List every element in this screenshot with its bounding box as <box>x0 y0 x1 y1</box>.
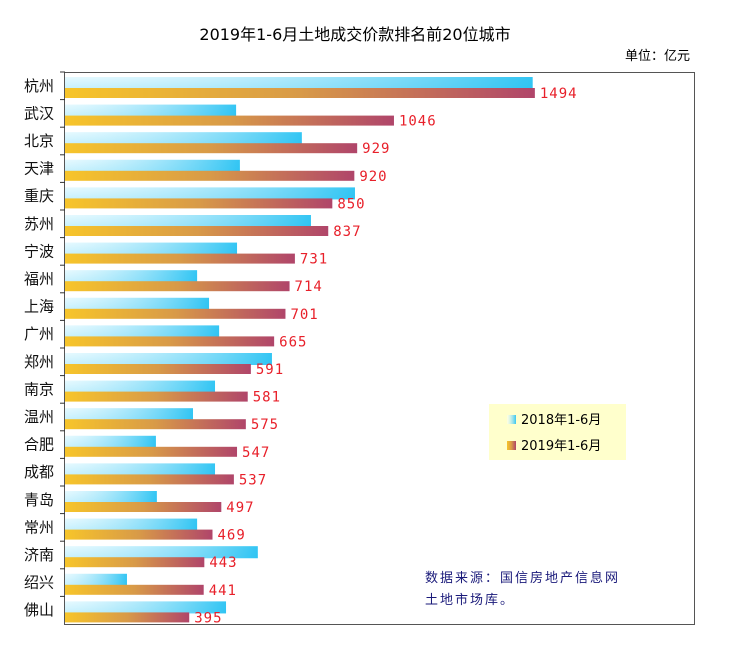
data-label-2019: 920 <box>359 169 387 185</box>
legend-swatch-2019 <box>507 441 516 450</box>
bar-2019 <box>65 502 222 512</box>
bar-2019 <box>65 336 275 347</box>
bar-2018-shade <box>65 463 216 476</box>
data-label-2019: 441 <box>209 583 237 599</box>
bar-2018-shade <box>65 215 311 227</box>
bar-2019 <box>65 529 213 540</box>
bar-2019 <box>65 198 333 209</box>
category-label: 天津 <box>24 160 54 178</box>
bar-2018-shade <box>65 325 220 338</box>
legend-label-2018: 2018年1-6月 <box>521 413 601 428</box>
bar-2018-shade <box>65 518 198 531</box>
category-label: 郑州 <box>24 353 54 371</box>
bar-2019 <box>65 143 358 154</box>
data-label-2019: 714 <box>295 279 323 295</box>
category-label: 温州 <box>24 408 54 426</box>
category-label: 苏州 <box>24 215 54 233</box>
bar-2018-shade <box>65 408 194 421</box>
data-label-2019: 497 <box>226 500 254 516</box>
bar-2019 <box>65 364 251 374</box>
category-label: 常州 <box>24 518 54 536</box>
bar-2019 <box>65 253 295 264</box>
legend-label-2019: 2019年1-6月 <box>521 439 601 454</box>
data-label-2019: 591 <box>256 362 284 378</box>
bar-2019 <box>65 557 205 568</box>
category-label: 广州 <box>24 325 54 343</box>
category-label: 宁波 <box>24 242 54 260</box>
data-label-2019: 1494 <box>540 86 578 102</box>
bar-2019 <box>65 612 190 623</box>
bar-2019 <box>65 170 355 181</box>
data-label-2019: 395 <box>194 610 222 626</box>
data-label-2019: 547 <box>242 445 270 461</box>
bar-2019 <box>65 446 238 457</box>
bar-2019 <box>65 281 290 292</box>
category-label: 青岛 <box>24 491 54 509</box>
category-label: 绍兴 <box>24 574 54 592</box>
data-label-2019: 581 <box>253 390 281 406</box>
bar-2018-shade <box>65 573 127 586</box>
data-label-2019: 469 <box>218 528 246 544</box>
category-label: 上海 <box>24 298 54 316</box>
bar-2018-shade <box>65 546 258 559</box>
bar-2019 <box>65 226 329 236</box>
bar-2019 <box>65 308 286 319</box>
data-label-2019: 837 <box>333 224 361 240</box>
data-label-2019: 537 <box>239 472 267 488</box>
bar-2019 <box>65 88 535 98</box>
chart-title: 2019年1-6月土地成交价款排名前20位城市 <box>199 25 510 44</box>
data-label-2019: 929 <box>362 141 390 157</box>
bar-2018-shade <box>65 159 240 172</box>
category-label: 杭州 <box>24 77 54 95</box>
bar-2018-shade <box>65 601 227 614</box>
data-label-2019: 443 <box>209 555 237 571</box>
category-label: 重庆 <box>24 187 54 205</box>
category-label: 合肥 <box>24 436 54 454</box>
data-label-2019: 701 <box>290 307 318 323</box>
bar-2018-shade <box>65 491 157 503</box>
bar-2019 <box>65 474 234 485</box>
category-label: 福州 <box>24 270 54 288</box>
bar-2018-shade <box>65 132 302 145</box>
bar-2018-shade <box>65 242 238 255</box>
category-label: 北京 <box>24 132 54 150</box>
bar-2018-shade <box>65 435 156 448</box>
source-note-line2: 土地市场库。 <box>425 592 515 608</box>
category-label: 南京 <box>24 380 54 398</box>
bar-2019 <box>65 391 248 402</box>
bar-2019 <box>65 419 246 430</box>
legend-swatch-2018 <box>507 415 516 424</box>
unit-label: 单位：亿元 <box>625 49 690 64</box>
data-label-2019: 575 <box>251 417 279 433</box>
category-label: 济南 <box>24 546 54 564</box>
bar-2018-shade <box>65 104 237 117</box>
bar-2018-shade <box>65 297 210 310</box>
bar-2019 <box>65 115 394 126</box>
data-label-2019: 731 <box>300 252 328 268</box>
category-label: 成都 <box>24 463 54 481</box>
data-label-2019: 665 <box>279 334 307 350</box>
category-label: 武汉 <box>24 104 54 122</box>
bar-2018-shade <box>65 77 533 89</box>
data-label-2019: 1046 <box>399 114 437 130</box>
data-label-2019: 850 <box>337 196 365 212</box>
bar-2018-shade <box>65 380 216 393</box>
bar-2019 <box>65 584 204 595</box>
source-note-line1: 数据来源：国信房地产信息网 <box>425 570 620 586</box>
bar-2018-shade <box>65 270 198 283</box>
category-label: 佛山 <box>24 601 54 619</box>
bar-2018-shade <box>65 353 272 365</box>
bar-2018-shade <box>65 187 355 200</box>
legend: 2018年1-6月 2019年1-6月 <box>489 404 626 460</box>
